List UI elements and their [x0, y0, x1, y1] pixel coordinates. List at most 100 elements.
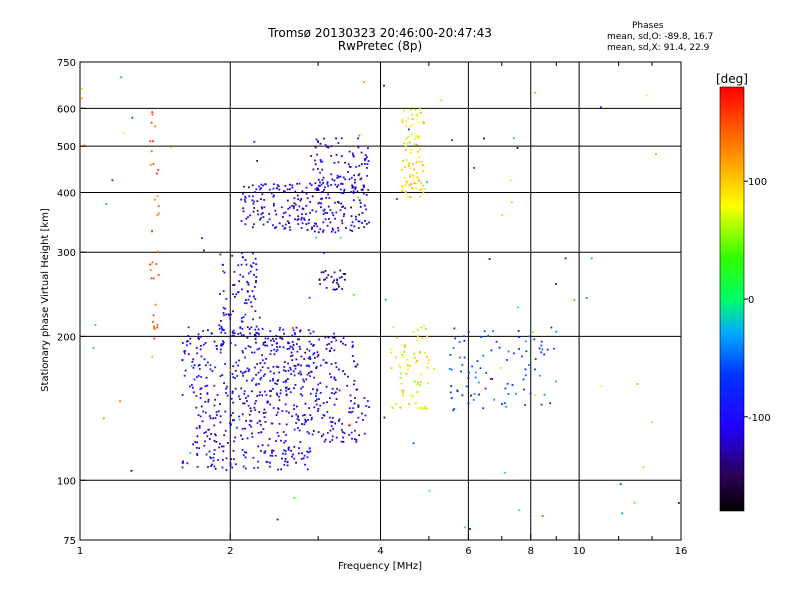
data-point [511, 384, 514, 386]
data-point [546, 348, 549, 351]
data-point [403, 350, 405, 353]
data-point [196, 465, 199, 468]
data-point [309, 201, 312, 203]
data-point [249, 264, 252, 267]
data-point [651, 421, 653, 424]
data-point [420, 161, 423, 163]
data-point [319, 283, 322, 285]
data-point [314, 163, 317, 166]
data-point [328, 342, 331, 345]
data-point [358, 164, 361, 167]
data-point [270, 389, 272, 392]
data-point [471, 365, 473, 368]
data-point [284, 191, 286, 193]
data-point [306, 468, 309, 471]
data-point [218, 446, 221, 449]
data-point [284, 211, 287, 214]
data-point [327, 274, 330, 277]
data-point [307, 372, 310, 374]
data-point [297, 198, 300, 201]
data-point [322, 221, 325, 224]
data-point [246, 336, 249, 339]
data-point [193, 378, 196, 381]
data-point [453, 408, 456, 410]
data-point [259, 369, 262, 372]
data-point [210, 465, 212, 467]
data-point [400, 372, 402, 375]
data-point [418, 135, 421, 138]
data-point [245, 263, 248, 266]
data-point [326, 181, 329, 184]
data-point [482, 407, 485, 410]
data-point [305, 364, 308, 367]
data-point [342, 370, 345, 372]
data-point [295, 343, 298, 345]
data-point [313, 230, 316, 233]
data-point [326, 212, 329, 214]
y-tick-label: 400 [57, 188, 76, 199]
data-point [259, 362, 262, 364]
data-point [311, 416, 313, 419]
data-point [237, 364, 239, 367]
data-point [342, 192, 345, 195]
data-point [426, 356, 428, 358]
data-point [274, 209, 277, 212]
data-point [518, 336, 521, 339]
data-point [285, 393, 288, 396]
data-point [358, 199, 361, 202]
data-point [280, 468, 283, 471]
data-point [248, 423, 251, 426]
data-point [516, 147, 519, 149]
data-point [292, 348, 295, 351]
data-point [322, 359, 325, 361]
data-point [284, 227, 287, 229]
data-point [215, 411, 218, 413]
data-point [282, 431, 285, 433]
data-point [246, 290, 249, 293]
data-point [279, 389, 282, 392]
data-point [346, 384, 349, 387]
data-point [358, 220, 361, 223]
data-point [359, 205, 362, 208]
data-point [224, 429, 227, 432]
data-point [240, 220, 243, 222]
data-point [275, 335, 277, 337]
data-point [401, 120, 404, 123]
data-point [222, 343, 224, 346]
data-point [275, 337, 278, 340]
data-point [322, 402, 325, 404]
data-point [251, 199, 254, 202]
data-point [408, 128, 410, 131]
data-point [313, 376, 316, 379]
data-point [315, 365, 318, 368]
data-point [501, 214, 504, 216]
data-point [338, 418, 341, 421]
data-point [313, 222, 316, 225]
data-point [243, 402, 246, 405]
data-point [337, 227, 339, 229]
data-point [335, 436, 338, 439]
data-point [299, 330, 301, 333]
data-point [239, 273, 242, 276]
data-point [278, 395, 280, 398]
data-point [450, 368, 453, 371]
data-point [288, 446, 290, 449]
data-point [204, 342, 207, 344]
data-point [262, 375, 265, 377]
data-point [419, 188, 422, 191]
data-point [549, 402, 552, 405]
data-point [324, 269, 327, 272]
data-point [323, 440, 326, 443]
data-point [343, 432, 346, 435]
data-point [416, 150, 419, 153]
data-point [504, 471, 507, 474]
data-point [197, 364, 200, 367]
data-point [507, 393, 510, 396]
data-point [231, 390, 234, 393]
data-point [543, 353, 546, 356]
data-point [223, 434, 226, 437]
data-point [298, 345, 301, 348]
data-point [395, 356, 397, 359]
data-point [294, 383, 297, 386]
data-point [255, 276, 258, 278]
